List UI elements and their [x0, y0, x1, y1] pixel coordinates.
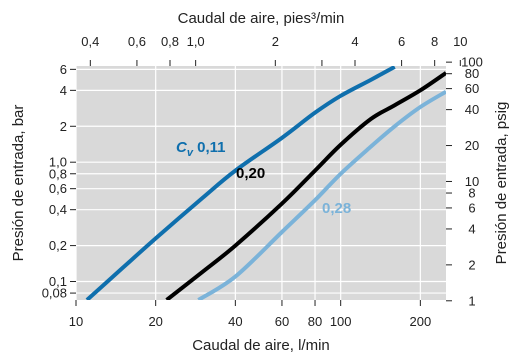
series-line-1 [165, 71, 446, 300]
x-top-tick-label: 8 [431, 34, 438, 49]
x-bottom-tick-label: 80 [308, 314, 322, 329]
series-line-0 [85, 66, 396, 300]
series-labels: Cv 0,11 0,20 0,28 [176, 139, 351, 217]
y-right-tick-label: 6 [468, 200, 475, 215]
y-left-tick-label: 0,8 [49, 166, 67, 181]
series-label-2: 0,28 [322, 200, 351, 217]
y-left-tick-label: 0,2 [49, 238, 67, 253]
y-right-tick-label: 2 [468, 257, 475, 272]
series-label-0: Cv 0,11 [176, 139, 226, 159]
y-right-tick-label: 100 [461, 55, 483, 70]
x-bottom-tick-label: 60 [275, 314, 289, 329]
x-top-tick-label: 0,6 [128, 34, 146, 49]
series-line-2 [197, 89, 446, 300]
x-top-tick-label: 0,8 [161, 34, 179, 49]
x-bottom-tick-label: 20 [148, 314, 162, 329]
y-right-tick-label: 40 [465, 102, 479, 117]
y-left-axis-title: Presión de entrada, bar [10, 105, 27, 262]
y-left-ticks: 0,080,1 0,2 0,4 0,60,81,0 2 4 6 [42, 62, 76, 301]
x-top-tick-label: 2 [272, 34, 279, 49]
plot-background [76, 66, 446, 300]
y-left-tick-label: 0,08 [42, 286, 67, 301]
x-bottom-tick-label: 40 [228, 314, 242, 329]
y-right-axis-title: Presión de entrada, psig [493, 102, 510, 265]
x-top-axis-title: Caudal de aire, pies³/min [178, 10, 345, 27]
x-top-ticks: 0,4 0,6 0,8 1,0 2 4 6 8 10 [81, 34, 468, 66]
y-left-tick-label: 2 [60, 119, 67, 134]
x-top-tick-label: 6 [398, 34, 405, 49]
x-bottom-tick-label: 10 [69, 314, 83, 329]
y-left-tick-label: 1,0 [49, 155, 67, 170]
y-right-tick-label: 4 [468, 221, 475, 236]
x-bottom-tick-label: 200 [409, 314, 431, 329]
y-right-tick-label: 10 [465, 174, 479, 189]
y-left-tick-label: 0,6 [49, 181, 67, 196]
grid [75, 66, 446, 300]
x-bottom-tick-label: 100 [330, 314, 352, 329]
x-top-tick-label: 0,4 [81, 34, 99, 49]
x-top-tick-label: 10 [453, 34, 467, 49]
y-right-tick-label: 8 [468, 186, 475, 201]
y-left-tick-label: 0,1 [49, 274, 67, 289]
x-top-tick-label: 4 [351, 34, 358, 49]
y-left-tick-label: 6 [60, 62, 67, 77]
y-right-tick-label: 1 [468, 293, 475, 308]
y-left-tick-label: 0,4 [49, 202, 67, 217]
y-right-tick-label: 80 [465, 66, 479, 81]
y-left-tick-label: 4 [60, 83, 67, 98]
series-lines [85, 66, 446, 300]
x-bottom-ticks: 10 20 40 60 80 100 200 [69, 300, 431, 329]
y-right-tick-label: 60 [465, 81, 479, 96]
y-right-tick-label: 20 [465, 138, 479, 153]
series-label-1: 0,20 [236, 165, 265, 182]
x-bottom-axis-title: Caudal de aire, l/min [192, 337, 330, 354]
x-top-tick-label: 1,0 [187, 34, 205, 49]
